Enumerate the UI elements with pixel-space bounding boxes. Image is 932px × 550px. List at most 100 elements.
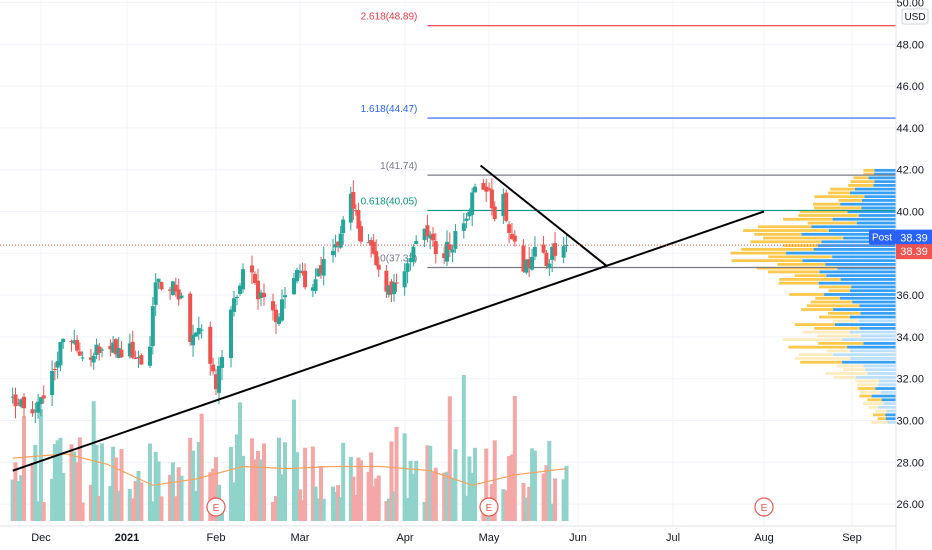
volume-profile-down	[848, 183, 874, 187]
volume-profile-up	[837, 266, 896, 270]
volume-bar	[72, 451, 77, 521]
volume-bar	[530, 448, 535, 521]
volume-profile-down	[798, 353, 833, 357]
candle-body	[127, 343, 132, 357]
candle-body	[229, 309, 233, 358]
fib-level-label: 0.618(40.05)	[361, 196, 418, 207]
candle-body	[283, 295, 287, 298]
current-price-tag	[896, 244, 932, 260]
candle-body	[41, 395, 46, 399]
volume-bar	[75, 462, 80, 521]
candle-body	[333, 244, 338, 248]
candle-body	[168, 289, 173, 291]
volume-bar	[280, 474, 284, 521]
volume-profile-up	[858, 319, 896, 323]
volume-profile-down	[810, 300, 853, 304]
time-tick-label: Jul	[666, 532, 680, 544]
earnings-marker-label: E	[486, 503, 493, 514]
candle-body	[553, 243, 558, 256]
support-trendline[interactable]	[12, 210, 765, 472]
candle-body	[280, 299, 284, 321]
volume-moving-average-line	[12, 453, 567, 486]
volume-profile-up	[881, 398, 896, 402]
candle-body	[159, 281, 164, 290]
volume-bar	[389, 441, 394, 521]
volume-bar	[235, 434, 239, 521]
volume-profile-up	[824, 293, 896, 296]
volume-profile-down	[788, 345, 848, 349]
candle-body	[217, 365, 221, 393]
volume-profile-up	[859, 326, 896, 330]
candle-body	[504, 192, 509, 221]
volume-profile-up	[858, 214, 896, 217]
candle-body	[214, 374, 218, 390]
candle-body	[30, 409, 35, 414]
volume-profile-up	[842, 338, 896, 342]
candle-body	[179, 295, 184, 298]
volume-bar	[22, 416, 26, 521]
volume-profile-up	[877, 405, 896, 409]
volume-bar	[353, 495, 358, 521]
volume-bar	[521, 482, 526, 521]
volume-bar	[292, 399, 296, 521]
volume-bar	[507, 456, 512, 521]
volume-bar	[374, 478, 379, 521]
volume-bar	[136, 471, 141, 521]
candle-body	[188, 293, 193, 343]
candle-body	[428, 235, 433, 239]
candle-body	[50, 370, 55, 396]
candle-body	[199, 329, 204, 331]
volume-bar	[371, 486, 376, 521]
volume-bar	[501, 489, 506, 521]
price-tick-label: 40.00	[896, 207, 924, 219]
volume-profile-down	[828, 191, 851, 195]
price-tick-label: 44.00	[896, 123, 924, 135]
volume-bar	[133, 481, 138, 521]
candle-body	[113, 339, 118, 355]
candle-body	[130, 341, 135, 358]
candle-body	[467, 211, 472, 217]
resistance-trendline[interactable]	[479, 164, 608, 267]
price-tick-label: 28.00	[896, 457, 924, 469]
post-price-value: 38.39	[900, 233, 928, 245]
candle-body	[371, 241, 376, 254]
candle-body	[111, 342, 116, 353]
candle-body	[484, 186, 489, 192]
volume-profile-down	[807, 221, 857, 225]
volume-profile-up	[850, 357, 896, 360]
volume-bar	[504, 490, 509, 521]
volume-profile-down	[778, 281, 819, 285]
candle-body	[532, 246, 537, 257]
candle-body	[292, 278, 296, 295]
candle-body	[208, 326, 213, 364]
volume-profile-down	[857, 387, 876, 390]
candle-body	[512, 235, 517, 242]
price-tick-label: 48.00	[896, 39, 924, 51]
volume-profile-up	[873, 183, 896, 187]
price-tick-label: 46.00	[896, 81, 924, 93]
volume-profile-up	[863, 341, 896, 345]
candle-body	[80, 357, 85, 359]
volume-bar	[13, 462, 18, 521]
volume-bar	[402, 433, 407, 521]
candle-body	[153, 282, 158, 305]
volume-bar	[153, 451, 158, 521]
volume-bar	[196, 441, 201, 521]
candle-body	[414, 240, 419, 245]
volume-bar	[147, 443, 152, 521]
volume-profile-up	[802, 259, 896, 263]
volume-bar	[431, 472, 435, 521]
candle-body	[97, 346, 102, 354]
volume-bar	[553, 478, 558, 521]
volume-profile-up	[801, 232, 896, 236]
volume-bar	[33, 444, 38, 521]
volume-profile-down	[754, 232, 802, 236]
volume-bar	[173, 496, 178, 521]
volume-profile-up	[840, 202, 896, 206]
time-tick-label: Mar	[291, 532, 310, 544]
volume-profile-down	[868, 405, 878, 409]
volume-bar	[10, 479, 15, 521]
volume-profile-down	[731, 259, 803, 263]
